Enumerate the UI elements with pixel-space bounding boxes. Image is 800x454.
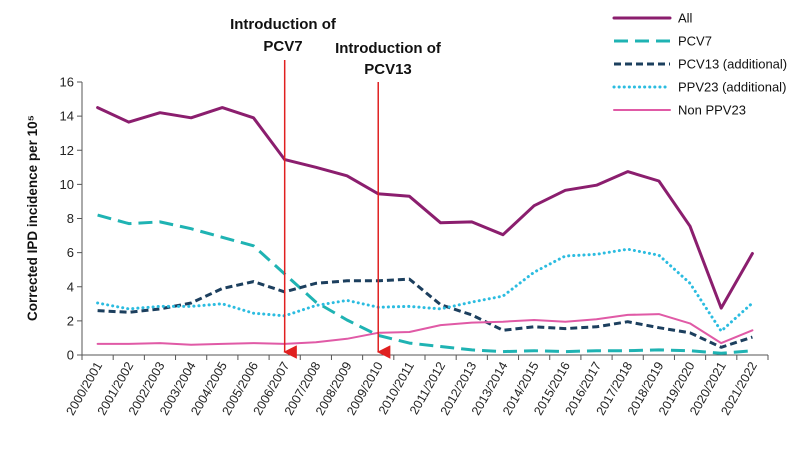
legend-label: All <box>678 11 693 26</box>
series-line-pcv7 <box>97 213 753 355</box>
annotation-text: Introduction of <box>230 16 337 33</box>
y-tick-label: 0 <box>67 348 74 363</box>
series-line-all <box>96 106 754 310</box>
series-layer <box>96 106 754 355</box>
legend-label: PCV13 (additional) <box>678 57 787 72</box>
annotation-text: Introduction of <box>335 40 442 57</box>
annotation-layer: Introduction of PCV7 Introduction of PCV13 <box>230 16 442 359</box>
axes: 02468101214162000/20012001/20022002/2003… <box>60 75 769 418</box>
legend-label: Non PPV23 <box>678 103 746 118</box>
series-line-ppv23-additional <box>96 247 754 333</box>
y-tick-label: 4 <box>67 279 74 294</box>
y-tick-label: 14 <box>60 109 74 124</box>
legend: All PCV7 PCV13 (additional) PPV23 (addition… <box>612 11 787 118</box>
y-axis-title: Corrected IPD incidence per 10⁵ <box>25 115 40 321</box>
y-tick-label: 2 <box>67 313 74 328</box>
legend-label: PCV7 <box>678 34 712 49</box>
series-line-non-ppv23 <box>96 313 754 346</box>
annotation-text: PCV7 <box>263 38 302 55</box>
series-line-pcv13-additional <box>97 277 753 349</box>
y-tick-label: 10 <box>60 177 74 192</box>
y-tick-label: 12 <box>60 143 74 158</box>
legend-label: PPV23 (additional) <box>678 80 786 95</box>
y-tick-label: 8 <box>67 211 74 226</box>
y-tick-label: 6 <box>67 245 74 260</box>
y-tick-label: 16 <box>60 75 74 90</box>
annotation-text: PCV13 <box>364 61 412 78</box>
